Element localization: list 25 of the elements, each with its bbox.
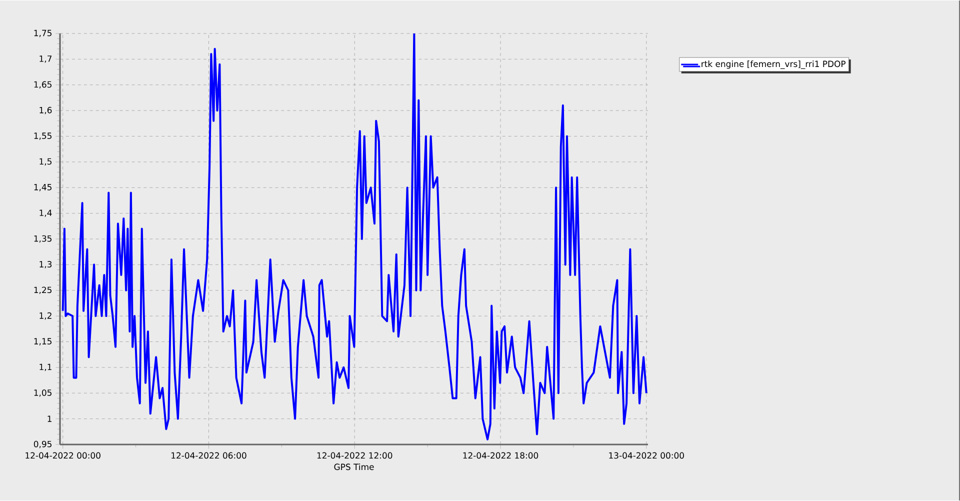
legend-label: rtk engine [femern_vrs]_rri1 PDOP (702, 60, 846, 69)
y-tick-label: 1,1 (40, 364, 52, 372)
x-tick-label: 12-04-2022 18:00 (463, 452, 538, 459)
y-tick-label: 1,05 (34, 389, 52, 397)
x-axis-title: GPS Time (334, 464, 374, 470)
y-tick-label: 1,35 (34, 235, 52, 243)
y-tick-label: 1,7 (40, 56, 52, 63)
x-tick-label: 13-04-2022 00:00 (609, 452, 684, 459)
y-tick-label: 1,6 (40, 106, 52, 114)
y-tick-label: 0,95 (34, 440, 52, 448)
y-tick-label: 1,75 (34, 30, 52, 38)
y-tick-label: 1,2 (40, 312, 52, 320)
x-tick-label: 12-04-2022 00:00 (26, 452, 100, 459)
x-tick-label: 12-04-2022 12:00 (317, 452, 392, 459)
line-series (62, 33, 648, 440)
y-tick-label: 1,4 (40, 210, 52, 217)
y-tick-label: 1,5 (40, 158, 52, 166)
y-tick-label: 1,45 (34, 184, 52, 192)
x-tick-label: 12-04-2022 06:00 (172, 452, 246, 459)
y-tick-label: 1,55 (34, 132, 52, 140)
y-tick-label: 1,15 (34, 338, 52, 346)
y-tick-label: 1,3 (40, 261, 52, 268)
y-tick-label: 1,65 (34, 81, 52, 88)
y-tick-label: 1,25 (34, 286, 52, 294)
y-tick-label: 1 (48, 416, 52, 422)
